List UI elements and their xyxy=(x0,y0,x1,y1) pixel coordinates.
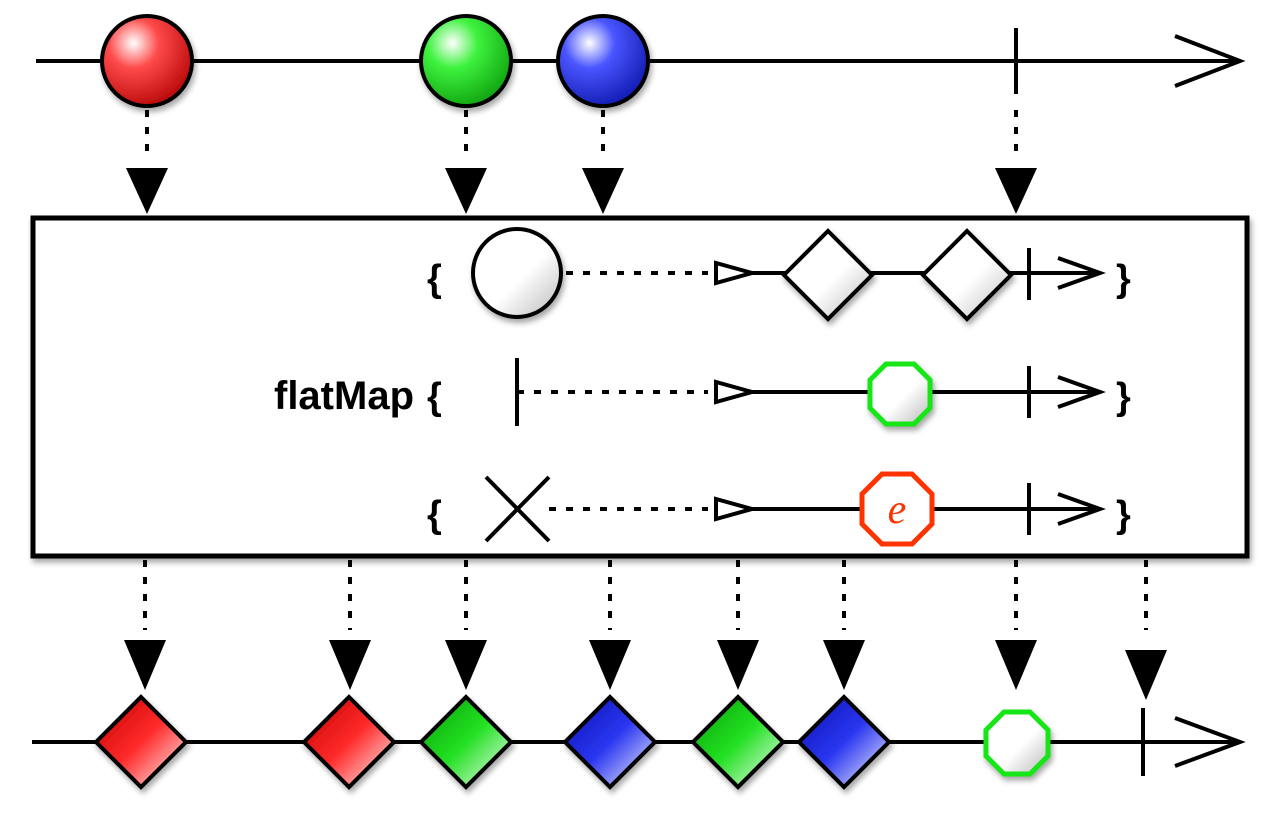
open-brace: { xyxy=(427,494,442,536)
output-arrow xyxy=(1125,560,1167,700)
close-brace: } xyxy=(1116,258,1131,300)
output-arrow xyxy=(717,560,759,690)
mapping-row-complete: { } xyxy=(427,358,1131,427)
emit-triangle xyxy=(714,260,760,286)
output-arrow xyxy=(823,560,865,690)
emit-triangle xyxy=(714,379,760,405)
result-item-green-octagon xyxy=(983,709,1051,777)
input-arrow-red xyxy=(126,110,168,214)
output-diamond xyxy=(920,228,1014,322)
error-letter: e xyxy=(888,487,907,533)
output-error-octagon: e xyxy=(859,471,935,547)
open-brace: { xyxy=(427,376,442,418)
output-arrow xyxy=(445,560,487,690)
close-brace: } xyxy=(1116,376,1131,418)
output-arrow xyxy=(329,560,371,690)
input-arrow-green xyxy=(445,110,487,214)
result-item-blue-diamond xyxy=(562,694,658,790)
result-item-blue-diamond xyxy=(796,694,892,790)
output-arrows xyxy=(124,560,1167,700)
operator-label: flatMap xyxy=(274,374,414,418)
close-brace: } xyxy=(1116,494,1131,536)
input-shape-circle xyxy=(471,227,563,319)
input-arrow-complete xyxy=(995,110,1037,214)
input-error-x-icon xyxy=(484,475,551,543)
source-item-blue-circle xyxy=(556,14,650,108)
output-arrow xyxy=(124,560,166,690)
result-item-red-diamond xyxy=(301,694,397,790)
result-item-red-diamond xyxy=(93,694,189,790)
input-arrow-blue xyxy=(582,110,624,214)
output-arrow xyxy=(995,560,1037,690)
output-arrow xyxy=(589,560,631,690)
result-item-green-diamond xyxy=(418,694,514,790)
output-diamond xyxy=(781,228,875,322)
source-item-red-circle xyxy=(100,14,194,108)
output-octagon xyxy=(867,361,933,427)
emit-triangle xyxy=(714,496,760,522)
operator-box xyxy=(30,215,1250,559)
result-item-green-diamond xyxy=(690,694,786,790)
input-arrows xyxy=(126,110,1037,214)
mapping-row-error: { e } xyxy=(427,471,1131,547)
open-brace: { xyxy=(427,258,442,300)
mapping-row-item: { } xyxy=(427,227,1131,322)
source-item-green-circle xyxy=(419,14,513,108)
